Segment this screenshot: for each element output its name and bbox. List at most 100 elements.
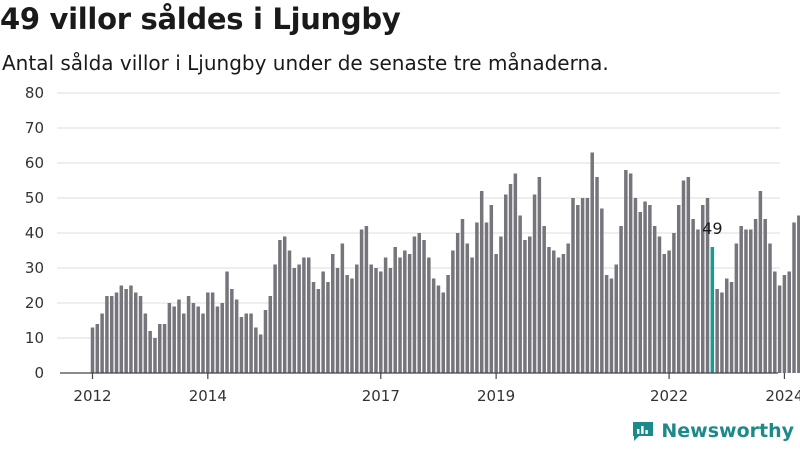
- bar: [792, 222, 796, 373]
- bar: [201, 313, 205, 373]
- bar: [412, 236, 417, 373]
- bar: [619, 226, 623, 373]
- bar: [427, 257, 431, 373]
- bar: [441, 292, 446, 373]
- bar: [470, 257, 474, 373]
- bar: [239, 317, 244, 373]
- bar: [306, 257, 311, 373]
- bar: [552, 250, 556, 373]
- bar: [138, 296, 143, 373]
- bar: [143, 313, 148, 373]
- bar: [244, 313, 249, 373]
- bar: [508, 184, 513, 373]
- bar: [705, 198, 710, 373]
- bar: [585, 198, 590, 373]
- bar: [787, 271, 791, 373]
- bar: [335, 268, 340, 373]
- brand-name: Newsworthy: [661, 420, 794, 442]
- bar: [364, 226, 369, 373]
- bar: [431, 278, 436, 373]
- bar: [167, 303, 172, 373]
- bar: [191, 303, 196, 373]
- bar: [215, 306, 220, 373]
- bar: [172, 306, 176, 373]
- bar: [523, 240, 527, 373]
- bar: [547, 247, 551, 373]
- y-axis: 0 10 20 30 40 50 60 70 80: [25, 84, 44, 382]
- x-tick-label: 2017: [362, 387, 400, 405]
- chart-subtitle: Antal sålda villor i Ljungby under de se…: [2, 51, 609, 75]
- bar: [383, 257, 388, 373]
- brand-logo: Newsworthy: [631, 419, 794, 443]
- bar: [124, 289, 128, 373]
- bar: [359, 229, 364, 373]
- bar: [369, 264, 373, 373]
- bar: [600, 208, 604, 373]
- bar: [90, 327, 95, 373]
- bar: [465, 243, 470, 373]
- bar: [657, 236, 662, 373]
- bar: [182, 313, 186, 373]
- bar: [576, 205, 580, 373]
- bar: [254, 327, 258, 373]
- bar: [311, 282, 316, 373]
- y-tick-label: 40: [25, 224, 44, 242]
- bar: [777, 285, 782, 373]
- bar: [95, 324, 100, 373]
- bar: [249, 313, 253, 373]
- bar: [686, 177, 691, 373]
- bar: [624, 170, 628, 373]
- bar: [422, 240, 426, 373]
- bar: [273, 264, 277, 373]
- bar: [503, 194, 508, 373]
- bar: [220, 303, 224, 373]
- y-tick-label: 20: [25, 294, 44, 312]
- bar: [326, 282, 330, 373]
- x-tick-label: 2019: [477, 387, 515, 405]
- bar: [739, 226, 743, 373]
- bar: [345, 275, 349, 373]
- bar: [134, 292, 138, 373]
- bar: [518, 215, 522, 373]
- bar: [595, 177, 599, 373]
- bar: [556, 257, 561, 373]
- bar: [234, 299, 239, 373]
- bar: [282, 236, 287, 373]
- bar: [696, 229, 700, 373]
- bar: [258, 334, 263, 373]
- bar: [758, 191, 763, 373]
- bar: [340, 243, 345, 373]
- bar: [513, 173, 518, 373]
- bar: [604, 275, 609, 373]
- bar: [715, 289, 719, 373]
- bar: [292, 268, 297, 373]
- bar: [129, 285, 133, 373]
- bar: [643, 201, 647, 373]
- bar: [196, 306, 200, 373]
- bar: [532, 194, 537, 373]
- bar: [475, 222, 479, 373]
- bar: [489, 205, 494, 373]
- bar: [268, 296, 273, 373]
- bar: [691, 219, 695, 373]
- bar: [676, 205, 681, 373]
- bar: [148, 331, 152, 373]
- bar: [100, 313, 104, 373]
- bar: [725, 278, 729, 373]
- bar: [614, 264, 618, 373]
- bar: [528, 236, 532, 373]
- bar: [388, 268, 393, 373]
- bar: [763, 219, 767, 373]
- bar: [162, 324, 167, 373]
- bar: [628, 173, 633, 373]
- bar: [455, 233, 460, 373]
- bar: [350, 278, 354, 373]
- y-tick-label: 60: [25, 154, 44, 172]
- bar: [749, 229, 753, 373]
- bar: [782, 275, 787, 373]
- bar: [407, 254, 412, 373]
- bar: [158, 324, 162, 373]
- bar: [638, 212, 643, 373]
- bar: [331, 254, 335, 373]
